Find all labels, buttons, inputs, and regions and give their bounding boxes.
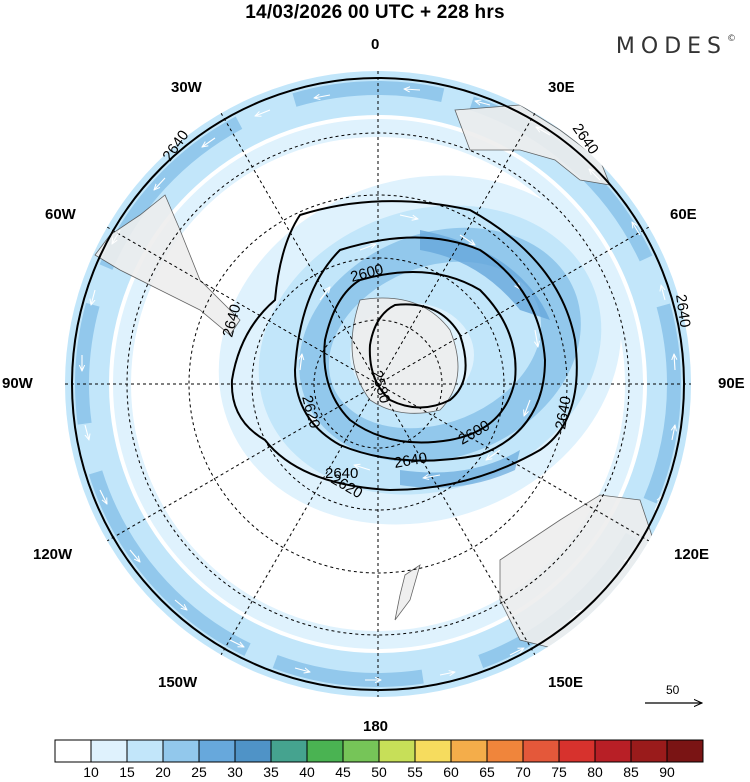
- colorbar-swatch: [234, 739, 272, 763]
- colorbar-tick-label: 90: [659, 764, 675, 780]
- colorbar-swatch: [450, 739, 488, 763]
- colorbar-swatch: [414, 739, 452, 763]
- colorbar-swatch: [630, 739, 668, 763]
- height-contours: [71, 77, 685, 691]
- colorbar-tick-label: 50: [371, 764, 387, 780]
- colorbar-swatch: [54, 739, 92, 763]
- contour-label: 2640: [552, 395, 575, 431]
- colorbar-tick-label: 70: [515, 764, 531, 780]
- lon-label-0: 0: [371, 36, 380, 53]
- lon-label-150e: 150E: [548, 674, 584, 691]
- colorbar-tick-label: 80: [587, 764, 603, 780]
- colorbar-swatch: [378, 739, 416, 763]
- colorbar-tick-label: 40: [299, 764, 315, 780]
- colorbar-swatch: [594, 739, 632, 763]
- contour-label: 2640: [672, 293, 693, 328]
- colorbar-tick-label: 65: [479, 764, 495, 780]
- colorbar-tick-label: 15: [119, 764, 135, 780]
- colorbar-tick-label: 10: [83, 764, 99, 780]
- colorbar: [54, 739, 704, 763]
- colorbar-swatch: [486, 739, 524, 763]
- colorbar-swatch: [90, 739, 128, 763]
- colorbar-tick-label: 25: [191, 764, 207, 780]
- colorbar-tick-label: 60: [443, 764, 459, 780]
- colorbar-swatch: [558, 739, 596, 763]
- colorbar-tick-label: 45: [335, 764, 351, 780]
- colorbar-tick-label: 30: [227, 764, 243, 780]
- lon-label-30e: 30E: [548, 79, 575, 96]
- colorbar-tick-label: 55: [407, 764, 423, 780]
- colorbar-swatch: [270, 739, 308, 763]
- brand-logo: MODES©: [615, 33, 736, 59]
- colorbar-swatch: [126, 739, 164, 763]
- colorbar-swatch: [342, 739, 380, 763]
- lon-label-180: 180: [363, 718, 389, 735]
- lon-label-60w: 60W: [45, 206, 76, 223]
- colorbar-swatch: [198, 739, 236, 763]
- lon-label-60e: 60E: [670, 206, 697, 223]
- map-title: 14/03/2026 00 UTC + 228 hrs: [245, 2, 505, 23]
- colorbar-swatch: [162, 739, 200, 763]
- colorbar-tick-label: 35: [263, 764, 279, 780]
- lon-label-90e: 90E: [718, 375, 745, 392]
- lon-label-120e: 120E: [674, 546, 710, 563]
- colorbar-tick-label: 85: [623, 764, 639, 780]
- lon-label-120w: 120W: [33, 546, 73, 563]
- lon-label-150w: 150W: [158, 674, 198, 691]
- colorbar-swatch: [522, 739, 560, 763]
- colorbar-swatch: [306, 739, 344, 763]
- colorbar-tick-label: 75: [551, 764, 567, 780]
- contour-label: 2640: [393, 449, 429, 472]
- lon-label-30w: 30W: [171, 79, 202, 96]
- contour-label: 2640: [325, 465, 358, 482]
- reference-vector-label: 50: [666, 683, 680, 697]
- colorbar-swatch: [666, 739, 704, 763]
- colorbar-tick-label: 20: [155, 764, 171, 780]
- lon-label-90w: 90W: [2, 375, 33, 392]
